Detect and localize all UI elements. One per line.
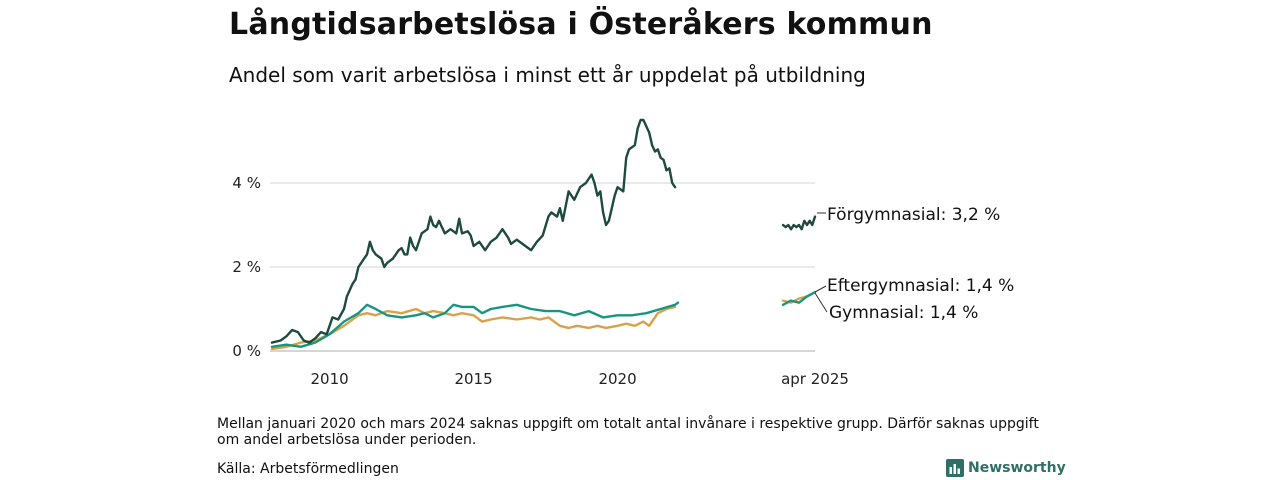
x-tick-label: 2020 [598,370,636,388]
y-axis-ticks: 0 % 2 % 4 % [232,174,261,360]
x-tick-label: 2015 [454,370,492,388]
x-tick-label: 2010 [310,370,348,388]
series-line [270,301,680,348]
y-tick-label: 0 % [232,342,261,360]
source-text: Källa: Arbetsförmedlingen [217,461,399,477]
gridlines [270,182,815,352]
label-connector [814,292,828,313]
bar-chart-icon [946,459,964,477]
chart-note: Mellan januari 2020 och mars 2024 saknas… [217,416,1039,448]
series-label: Förgymnasial: 3,2 % [827,205,1000,225]
chart-subtitle: Andel som varit arbetslösa i minst ett å… [229,63,866,87]
x-axis-ticks: 2010 2015 2020 apr 2025 [310,370,848,388]
chart-title: Långtidsarbetslösa i Österåkers kommun [229,7,933,42]
series-line [781,291,817,306]
series-line [270,305,677,351]
series-label: Gymnasial: 1,4 % [829,303,978,323]
label-connector [814,285,827,293]
y-tick-label: 4 % [232,174,261,192]
brand-logo[interactable]: Newsworthy [946,459,1066,477]
series-label: Eftergymnasial: 1,4 % [827,276,1014,296]
series-line [781,215,817,231]
series-line [270,118,677,344]
x-tick-label: apr 2025 [781,370,849,388]
series-lines [270,118,817,351]
brand-name: Newsworthy [968,460,1066,476]
y-tick-label: 2 % [232,258,261,276]
series-labels: Förgymnasial: 3,2 % Eftergymnasial: 1,4 %… [814,205,1014,323]
line-chart: 0 % 2 % 4 % 2010 2015 2020 apr 2025 Förgymnas… [232,118,1014,388]
